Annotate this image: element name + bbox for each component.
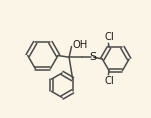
Text: Cl: Cl (104, 76, 114, 86)
Text: Cl: Cl (104, 32, 114, 42)
Text: OH: OH (72, 40, 87, 50)
Text: S: S (89, 52, 96, 62)
